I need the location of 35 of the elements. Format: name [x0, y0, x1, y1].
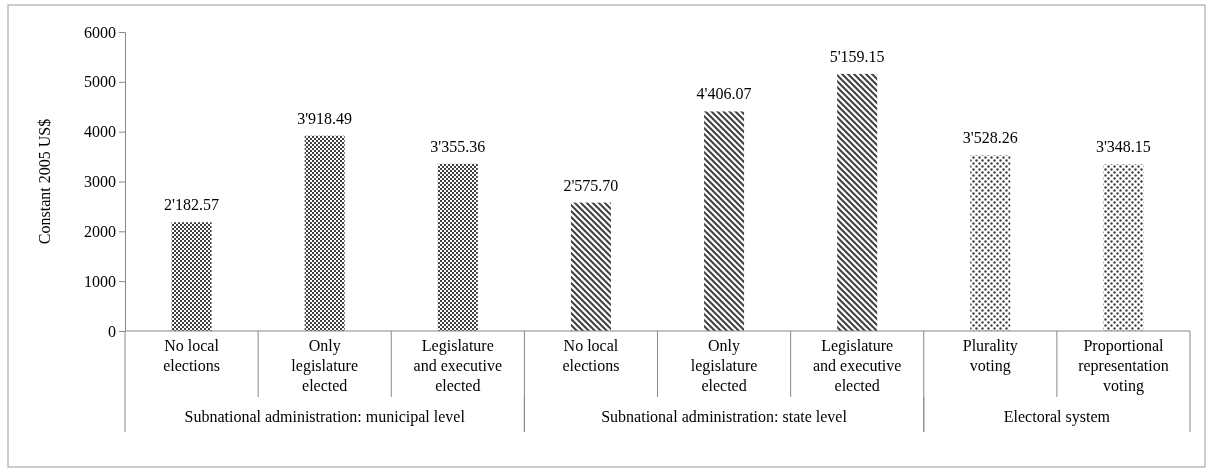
- x-tick-label: Legislature and executive elected: [413, 337, 503, 394]
- bar: [837, 73, 878, 331]
- y-tick-label: 0: [108, 322, 116, 340]
- y-axis-title: Constant 2005 US$: [36, 118, 53, 245]
- data-label: 2'182.57: [164, 196, 220, 214]
- bar: [437, 163, 478, 331]
- data-label: 4'406.07: [696, 85, 752, 103]
- y-tick-label: 3000: [84, 173, 116, 191]
- data-label: 5'159.15: [829, 47, 885, 65]
- data-label: 3'918.49: [297, 109, 353, 127]
- bar: [570, 202, 611, 331]
- bar: [704, 111, 745, 331]
- x-tick-label: Only legislature elected: [690, 337, 758, 394]
- bar: [1103, 164, 1144, 331]
- bar: [304, 135, 345, 331]
- x-tick-label: Plurality voting: [962, 337, 1018, 375]
- bar: [970, 155, 1011, 331]
- bar: [171, 222, 212, 331]
- data-label: 3'355.36: [430, 137, 486, 155]
- data-label: 3'348.15: [1095, 138, 1151, 156]
- x-tick-label: Proportional representation voting: [1078, 337, 1169, 395]
- y-tick-label: 4000: [84, 123, 116, 141]
- x-tick-label: Legislature and executive elected: [812, 337, 902, 394]
- text: Subnational administration: state level: [601, 408, 848, 425]
- x-tick-label: No local elections: [562, 337, 620, 374]
- x-tick-label: No local elections: [163, 337, 220, 374]
- y-tick-label: 5000: [84, 73, 116, 91]
- text: Subnational administration: municipal level: [184, 408, 466, 426]
- x-tick-label: Only legislature elected: [291, 337, 359, 394]
- data-label: 2'575.70: [563, 176, 619, 194]
- y-tick-label: 6000: [84, 23, 116, 41]
- y-tick-label: 2000: [84, 222, 116, 240]
- text: Electoral system: [1003, 408, 1111, 426]
- y-tick-label: 1000: [84, 272, 116, 290]
- data-label: 3'528.26: [962, 129, 1018, 147]
